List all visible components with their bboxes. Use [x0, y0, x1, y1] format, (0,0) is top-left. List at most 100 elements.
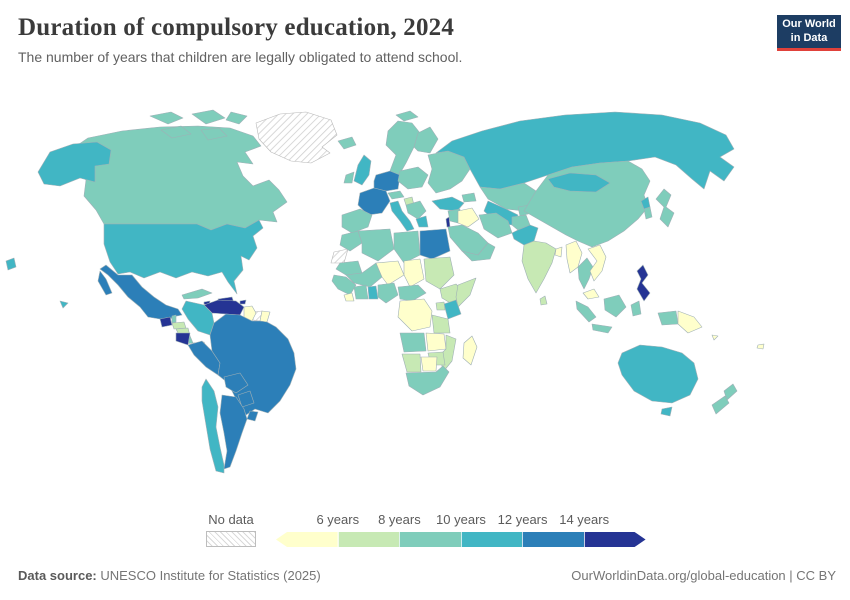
region-greece[interactable] — [415, 215, 429, 228]
owid-logo-text: Our World in Data — [782, 17, 836, 44]
owid-logo[interactable]: Our World in Data — [777, 15, 841, 51]
no-data-swatch[interactable] — [206, 531, 256, 547]
region-venezuela[interactable] — [203, 299, 245, 316]
region-germany[interactable] — [373, 170, 401, 192]
region-scandinavia[interactable] — [385, 120, 421, 178]
region-yemen-oman[interactable] — [461, 242, 496, 262]
legend-bin-swatch[interactable] — [460, 532, 523, 547]
region-honduras[interactable] — [171, 321, 187, 330]
region-ireland[interactable] — [343, 171, 355, 184]
region-ecuador[interactable] — [175, 332, 191, 346]
region-svalbard[interactable] — [395, 110, 419, 122]
legend-bins — [276, 532, 646, 547]
region-pakistan[interactable] — [511, 224, 539, 246]
region-vietnam[interactable] — [587, 244, 607, 282]
region-nigeria[interactable] — [377, 282, 399, 304]
region-usa[interactable] — [103, 219, 264, 295]
region-bangladesh[interactable] — [554, 246, 563, 258]
region-eastern-europe[interactable] — [427, 150, 471, 194]
region-finland[interactable] — [413, 126, 439, 154]
region-drc[interactable] — [397, 298, 433, 332]
chart-footer: Data source: UNESCO Institute for Statis… — [18, 568, 836, 583]
region-chile[interactable] — [201, 378, 225, 474]
region-canada[interactable] — [65, 125, 288, 231]
region-malaysia[interactable] — [582, 288, 600, 300]
region-korea-south[interactable] — [643, 206, 653, 220]
region-algeria[interactable] — [357, 228, 395, 262]
region-bolivia[interactable] — [223, 372, 249, 394]
data-source-label: Data source: — [18, 568, 97, 583]
region-thailand[interactable] — [577, 257, 594, 290]
region-mauritania[interactable] — [335, 260, 363, 276]
region-botswana[interactable] — [420, 356, 438, 372]
region-ghana[interactable] — [367, 285, 379, 300]
region-fiji[interactable] — [756, 343, 765, 350]
region-ivory-burkina[interactable] — [353, 284, 369, 300]
region-zambia[interactable] — [425, 332, 447, 352]
region-egypt[interactable] — [419, 228, 451, 260]
region-japan[interactable] — [655, 188, 675, 228]
region-argentina[interactable] — [219, 394, 248, 470]
region-australia[interactable] — [617, 344, 699, 404]
legend-bin-swatch[interactable] — [337, 532, 400, 547]
region-niger[interactable] — [375, 260, 405, 286]
region-iceland[interactable] — [337, 136, 357, 150]
region-tasmania[interactable] — [660, 406, 673, 417]
region-french-guiana[interactable] — [259, 310, 271, 323]
region-puerto-rico[interactable] — [239, 299, 247, 305]
region-turkey[interactable] — [431, 196, 465, 212]
region-uganda[interactable] — [435, 301, 446, 311]
region-hawaii[interactable] — [59, 300, 69, 309]
region-uk[interactable] — [353, 154, 372, 186]
legend-bin-swatch[interactable] — [399, 532, 461, 547]
region-iraq[interactable] — [457, 207, 480, 228]
region-philippines[interactable] — [636, 264, 651, 302]
region-alpine[interactable] — [387, 190, 405, 200]
region-somalia[interactable] — [455, 277, 477, 308]
region-greenland[interactable] — [255, 111, 338, 164]
legend-bin-swatch[interactable] — [276, 532, 338, 547]
data-source: Data source: UNESCO Institute for Statis… — [18, 568, 321, 583]
region-mongolia[interactable] — [547, 172, 611, 193]
region-belize[interactable] — [171, 314, 177, 324]
region-south-africa[interactable] — [405, 365, 450, 396]
region-sudan[interactable] — [423, 256, 455, 290]
region-solomon[interactable] — [711, 334, 719, 341]
region-cuba[interactable] — [181, 288, 213, 300]
region-israel[interactable] — [445, 216, 451, 228]
region-kenya[interactable] — [443, 299, 462, 320]
region-chukotka-fragment[interactable] — [5, 257, 17, 271]
region-italy[interactable] — [389, 200, 415, 232]
region-chad[interactable] — [403, 258, 425, 288]
legend-no-data[interactable]: No data — [203, 512, 259, 547]
region-india[interactable] — [521, 240, 557, 294]
legend-bin-swatch[interactable] — [522, 532, 584, 547]
region-libya[interactable] — [393, 230, 421, 264]
region-alaska[interactable] — [37, 141, 112, 187]
region-papua-new-guinea[interactable] — [677, 310, 703, 334]
region-guyana[interactable] — [243, 305, 257, 322]
legend-bin-swatch[interactable] — [584, 532, 646, 547]
region-sri-lanka[interactable] — [539, 295, 548, 306]
region-angola[interactable] — [399, 332, 427, 353]
region-spain[interactable] — [341, 208, 373, 234]
region-madagascar[interactable] — [462, 335, 478, 366]
region-tanzania[interactable] — [431, 314, 451, 334]
region-paraguay[interactable] — [237, 390, 255, 408]
region-balkans[interactable] — [405, 200, 427, 220]
region-central-europe[interactable] — [397, 166, 429, 190]
region-france[interactable] — [357, 187, 391, 216]
owid-link[interactable]: OurWorldinData.org/global-education | CC… — [571, 568, 836, 583]
region-morocco[interactable] — [339, 230, 363, 252]
region-uruguay[interactable] — [246, 410, 259, 422]
region-indonesia[interactable] — [575, 294, 679, 334]
region-liberia[interactable] — [343, 292, 355, 302]
region-canadian-arctic[interactable] — [149, 109, 248, 141]
region-namibia[interactable] — [401, 353, 422, 373]
region-cameroon-car[interactable] — [397, 284, 427, 302]
region-caucasus[interactable] — [461, 192, 477, 203]
region-new-zealand[interactable] — [711, 383, 738, 415]
region-western-sahara[interactable] — [330, 248, 349, 264]
region-guatemala[interactable] — [159, 316, 173, 328]
